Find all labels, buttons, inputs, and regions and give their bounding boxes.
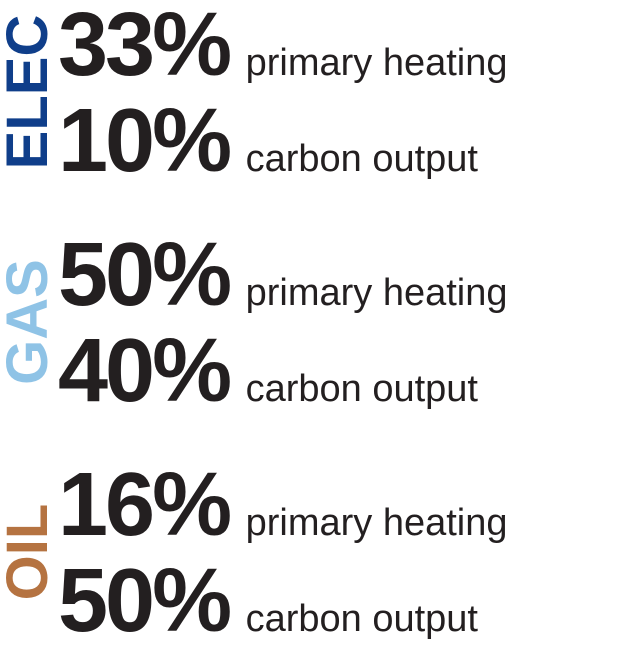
row-gas-carbon: 40% carbon output bbox=[58, 320, 478, 423]
row-gas-primary: 50% primary heating bbox=[58, 224, 508, 327]
pct-gas-carbon: 40% bbox=[58, 320, 229, 423]
pct-elec-primary: 33% bbox=[58, 0, 229, 97]
group-gas: GAS 50% primary heating 40% carbon outpu… bbox=[0, 230, 640, 416]
desc-gas-primary: primary heating bbox=[246, 272, 508, 315]
row-elec-primary: 33% primary heating bbox=[58, 0, 508, 97]
row-oil-primary: 16% primary heating bbox=[58, 454, 508, 557]
row-oil-carbon: 50% carbon output bbox=[58, 550, 478, 653]
desc-oil-primary: primary heating bbox=[246, 502, 508, 545]
desc-elec-carbon: carbon output bbox=[246, 138, 478, 181]
pct-oil-primary: 16% bbox=[58, 454, 229, 557]
vlabel-gas: GAS bbox=[0, 259, 57, 385]
pct-elec-carbon: 10% bbox=[58, 90, 229, 193]
pct-oil-carbon: 50% bbox=[58, 550, 229, 653]
pct-gas-primary: 50% bbox=[58, 224, 229, 327]
desc-oil-carbon: carbon output bbox=[246, 598, 478, 641]
desc-elec-primary: primary heating bbox=[246, 42, 508, 85]
group-elec: ELEC 33% primary heating 10% carbon outp… bbox=[0, 0, 640, 186]
desc-gas-carbon: carbon output bbox=[246, 368, 478, 411]
vlabel-oil: OIL bbox=[0, 504, 57, 601]
group-oil: OIL 16% primary heating 50% carbon outpu… bbox=[0, 460, 640, 646]
vlabel-elec: ELEC bbox=[0, 15, 57, 170]
row-elec-carbon: 10% carbon output bbox=[58, 90, 478, 193]
